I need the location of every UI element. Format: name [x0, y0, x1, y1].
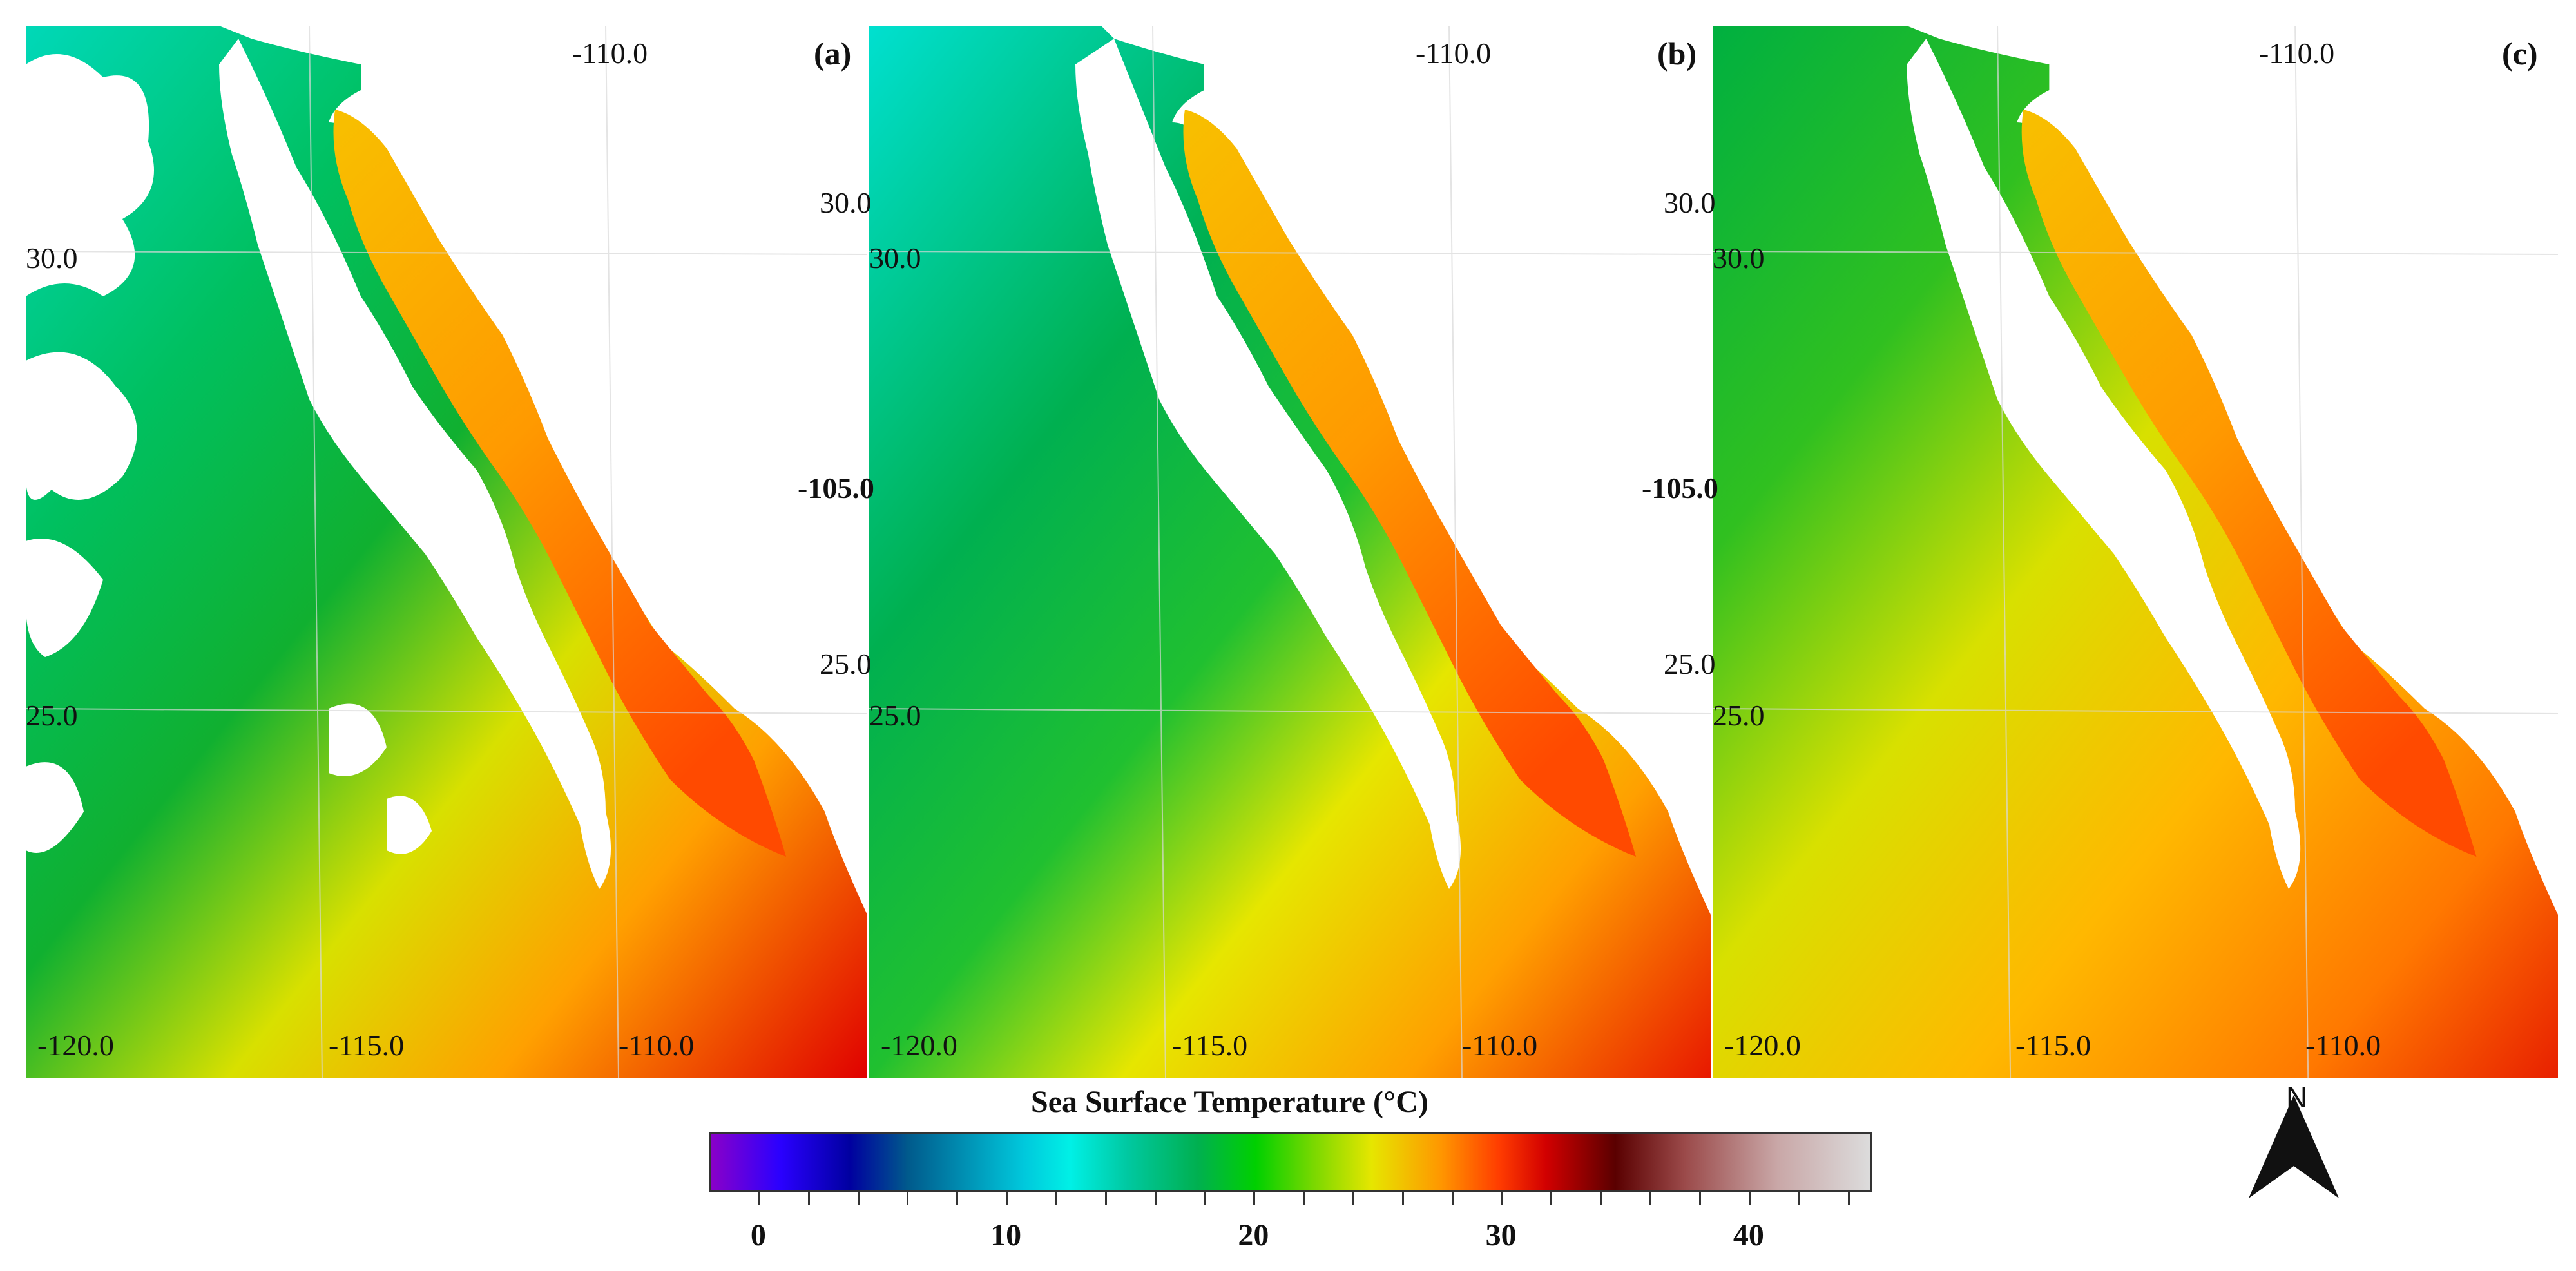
bottom-lon-label-120: -120.0 [1724, 1029, 1801, 1062]
panel-label-c: (c) [2502, 35, 2538, 72]
colorbar-tick [1748, 1192, 1751, 1205]
colorbar-tick [1303, 1192, 1305, 1205]
gulf-of-california [1183, 110, 1636, 857]
mainland-land [219, 26, 867, 915]
colorbar [709, 1132, 1875, 1205]
bottom-lon-label-110: -110.0 [1462, 1029, 1538, 1062]
colorbar-tick-label: 10 [990, 1218, 1022, 1252]
colorbar-tick [1104, 1192, 1107, 1205]
right-label-105-c: -105.0 [1642, 472, 1718, 504]
graticule [869, 26, 1711, 1078]
top-lon-label: -110.0 [572, 37, 648, 70]
colorbar-tick-label: 40 [1733, 1218, 1764, 1252]
colorbar-tick [1253, 1192, 1256, 1205]
gulf-of-california [2021, 110, 2477, 857]
colorbar-tick [807, 1192, 810, 1205]
right-label-25-c: 25.0 [1664, 647, 1716, 680]
colorbar-gradient [709, 1132, 1872, 1192]
colorbar-tick [956, 1192, 959, 1205]
mainland-land [1907, 26, 2558, 915]
colorbar-tick [758, 1192, 760, 1205]
bottom-lon-label-110: -110.0 [619, 1029, 695, 1062]
lat-label-30: 30.0 [26, 242, 78, 274]
colorbar-tick [1699, 1192, 1702, 1205]
panel-label-b: (b) [1657, 35, 1697, 72]
colorbar-tick [1154, 1192, 1157, 1205]
colorbar-tick [1600, 1192, 1602, 1205]
baja-peninsula [1907, 39, 2301, 889]
colorbar-tick-label: 30 [1485, 1218, 1517, 1252]
sst-map-b [869, 26, 1711, 1078]
top-lon-label: -110.0 [2259, 37, 2335, 70]
map-panel-a: -110.0 30.0 25.0 -120.0 -115.0 -110.0 [26, 26, 867, 1078]
right-label-30: 30.0 [820, 186, 872, 219]
colorbar-tick-label: 0 [750, 1218, 766, 1252]
lat-label-30: 30.0 [1713, 242, 1765, 274]
colorbar-tick [1451, 1192, 1454, 1205]
right-label-30-c: 30.0 [1664, 186, 1716, 219]
colorbar-tick [1550, 1192, 1553, 1205]
bottom-lon-label-110: -110.0 [2305, 1029, 2381, 1062]
colorbar-tick [1055, 1192, 1057, 1205]
colorbar-tick [1204, 1192, 1206, 1205]
colorbar-tick [1798, 1192, 1800, 1205]
colorbar-tick [1006, 1192, 1008, 1205]
colorbar-tick [1847, 1192, 1850, 1205]
right-label-105: -105.0 [798, 472, 874, 504]
lat-label-25: 25.0 [869, 699, 921, 732]
cloud-mask [26, 54, 432, 854]
colorbar-tick [1649, 1192, 1652, 1205]
lat-label-30: 30.0 [869, 242, 921, 274]
north-arrow-icon [2249, 1095, 2339, 1198]
graticule [26, 26, 867, 1078]
sst-map-a [26, 26, 867, 1078]
lat-label-25: 25.0 [1713, 699, 1765, 732]
bottom-lon-label-115: -115.0 [329, 1029, 405, 1062]
sst-map-c [1713, 26, 2558, 1078]
baja-peninsula [1075, 39, 1461, 889]
baja-peninsula [219, 39, 611, 889]
bottom-lon-label-115: -115.0 [1172, 1029, 1248, 1062]
gulf-of-california [333, 110, 786, 857]
colorbar-tick [1352, 1192, 1355, 1205]
lat-label-25: 25.0 [26, 699, 78, 732]
right-label-25: 25.0 [820, 647, 872, 680]
bottom-lon-label-120: -120.0 [881, 1029, 957, 1062]
map-panel-b: -110.0 30.0 25.0 -120.0 -115.0 -110.0 [869, 26, 1711, 1078]
bottom-lon-label-120: -120.0 [37, 1029, 114, 1062]
map-panel-c: -110.0 30.0 25.0 -120.0 -115.0 -110.0 [1713, 26, 2558, 1078]
colorbar-title: Sea Surface Temperature (°C) [1031, 1085, 1428, 1119]
colorbar-tick [1401, 1192, 1404, 1205]
colorbar-tick [907, 1192, 909, 1205]
top-lon-label: -110.0 [1416, 37, 1492, 70]
colorbar-tick [1501, 1192, 1503, 1205]
panel-label-a: (a) [814, 35, 852, 72]
colorbar-tick [857, 1192, 860, 1205]
graticule [1713, 26, 2558, 1078]
colorbar-tick-label: 20 [1238, 1218, 1269, 1252]
bottom-lon-label-115: -115.0 [2015, 1029, 2091, 1062]
